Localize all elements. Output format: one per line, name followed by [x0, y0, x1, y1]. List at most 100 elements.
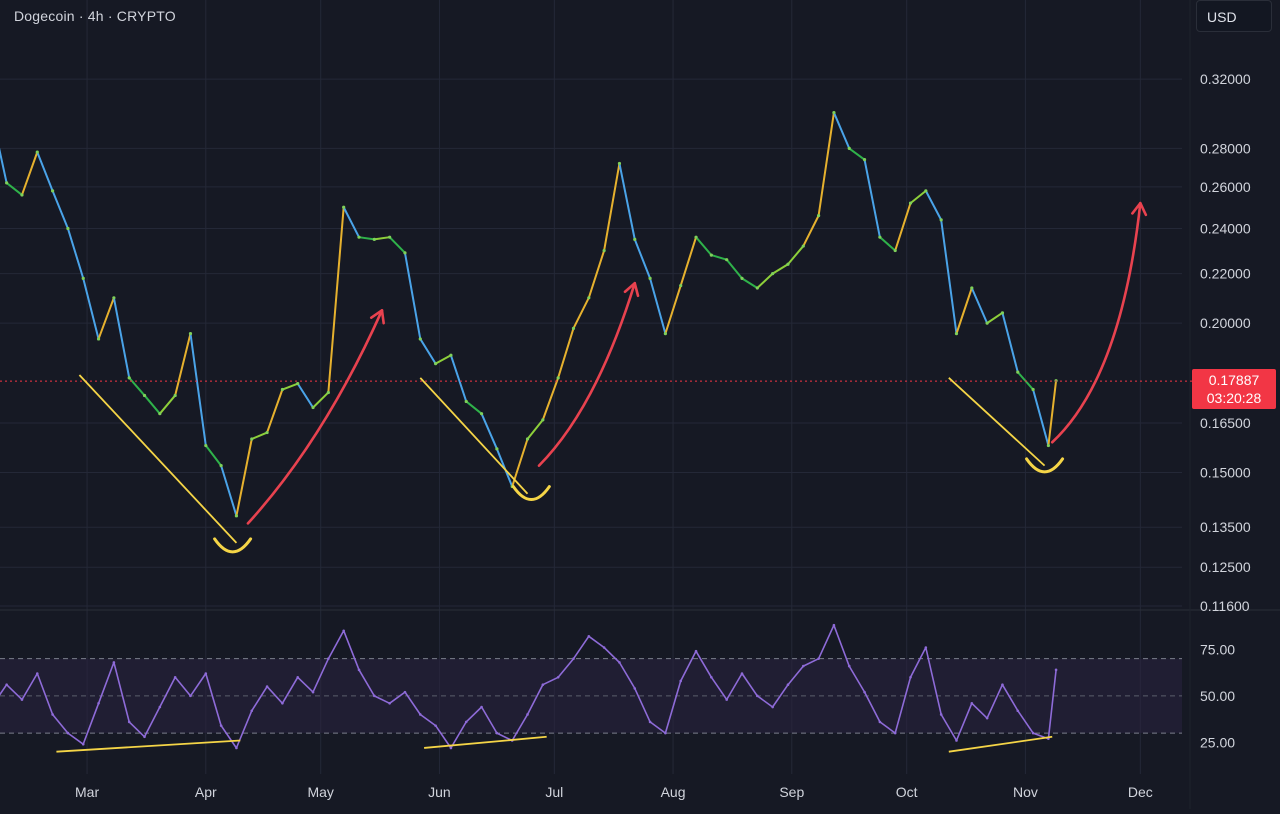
price-point — [464, 399, 468, 404]
rsi-point — [710, 675, 713, 679]
rsi-point — [127, 720, 131, 724]
price-point — [403, 251, 407, 255]
rsi-point — [5, 683, 8, 686]
rsi-point — [81, 742, 85, 746]
trend-line — [948, 735, 1053, 753]
price-point — [985, 321, 989, 325]
rsi-point — [756, 694, 759, 698]
price-segment — [403, 251, 422, 340]
price-point — [786, 262, 790, 266]
price-segment — [97, 296, 115, 340]
price-point — [280, 387, 284, 392]
price-segment — [909, 189, 927, 205]
price-segment — [587, 249, 606, 299]
bottom-smile — [1025, 457, 1065, 474]
price-point — [449, 353, 453, 357]
rsi-point — [541, 683, 545, 686]
price-segment — [802, 214, 820, 248]
price-point — [495, 447, 499, 451]
price-axis-label: 0.24000 — [1200, 220, 1251, 236]
trend-line — [419, 377, 529, 495]
rsi-line — [0, 624, 1057, 749]
price-segment — [174, 332, 192, 397]
rsi-point — [265, 685, 269, 688]
x-axis-label: May — [307, 784, 333, 800]
price-point — [66, 226, 70, 231]
rsi-point — [694, 649, 698, 653]
currency-button[interactable]: USD — [1196, 0, 1272, 32]
rsi-point — [771, 705, 774, 709]
price-point — [954, 332, 959, 336]
price-segment — [158, 394, 177, 415]
rsi-point — [327, 657, 330, 660]
price-segment — [480, 412, 498, 450]
price-segment — [342, 206, 360, 239]
rsi-point — [832, 623, 836, 627]
price-segment — [679, 236, 698, 287]
price-point — [908, 201, 913, 205]
forecast-arrow-head — [1131, 201, 1148, 217]
rsi-point — [817, 657, 820, 660]
price-point — [5, 181, 9, 185]
rsi-band — [0, 658, 1182, 734]
price-segment — [434, 354, 452, 365]
price-point — [893, 248, 897, 253]
x-axis-label: Oct — [896, 784, 918, 800]
price-point — [188, 332, 193, 336]
price-segment — [756, 272, 774, 289]
rsi-point — [679, 679, 683, 683]
price-point — [663, 332, 668, 336]
price-segment — [266, 388, 284, 434]
price-axis-label: 0.13500 — [1200, 519, 1251, 535]
price-segment — [1032, 388, 1050, 447]
price-point — [1031, 387, 1035, 392]
forecast-arrow — [1050, 201, 1142, 444]
price-segment — [771, 263, 789, 275]
price-point — [96, 337, 101, 341]
x-axis-label: Sep — [779, 784, 804, 800]
price-point — [388, 235, 392, 239]
price-point — [633, 237, 637, 241]
price-segment — [419, 337, 437, 365]
rsi-point — [449, 746, 453, 750]
price-point — [556, 376, 560, 380]
trend-line — [424, 735, 547, 749]
price-point — [1016, 370, 1020, 374]
price-segment — [878, 236, 897, 252]
price-segment — [112, 296, 131, 379]
price-segment — [220, 464, 238, 517]
price-segment — [204, 444, 223, 467]
rsi-point — [740, 672, 744, 675]
price-point — [571, 326, 576, 330]
price-point — [296, 382, 300, 386]
price-point — [939, 218, 943, 222]
price-point — [740, 276, 744, 280]
price-point — [755, 286, 759, 290]
rsi-point — [725, 698, 728, 701]
price-point — [234, 514, 239, 518]
price-point — [51, 189, 55, 193]
trend-line — [78, 374, 238, 544]
price-segment — [924, 189, 943, 221]
rsi-point — [664, 731, 667, 735]
bottom-smile — [511, 485, 551, 502]
price-segment — [741, 277, 759, 289]
price-segment — [281, 382, 299, 391]
rsi-point — [112, 661, 116, 664]
rsi-point — [388, 702, 391, 705]
price-axis-label: 0.26000 — [1200, 179, 1251, 195]
rsi-point — [648, 720, 652, 724]
price-segment — [1047, 379, 1058, 447]
price-segment — [817, 111, 835, 217]
price-point — [771, 272, 775, 276]
trend-line — [948, 377, 1046, 467]
price-axis-label: 0.12500 — [1200, 559, 1251, 575]
price-segment — [388, 236, 406, 254]
price-segment — [664, 284, 682, 335]
rsi-point — [296, 675, 300, 679]
price-segment — [449, 354, 468, 403]
price-axis-label: 0.32000 — [1200, 71, 1251, 87]
price-segment — [51, 189, 69, 230]
price-segment — [36, 151, 54, 192]
